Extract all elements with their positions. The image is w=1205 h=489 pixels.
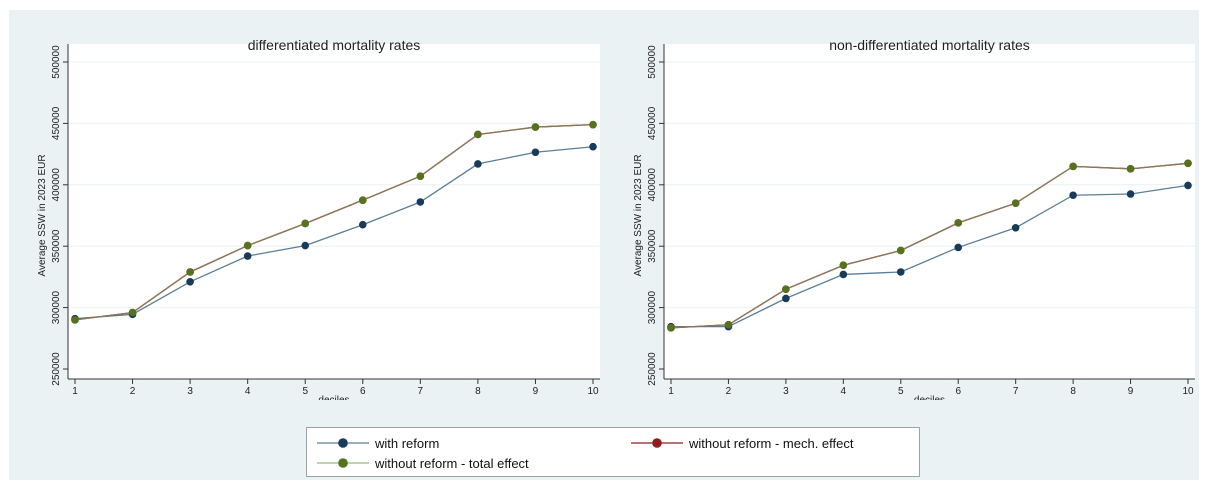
data-point-total xyxy=(128,308,137,317)
data-point-total xyxy=(531,123,540,131)
x-tick-label: 2 xyxy=(726,386,732,397)
data-point-total xyxy=(724,320,733,329)
x-tick-label: 10 xyxy=(587,386,599,397)
figure-background: 250000 300000 350000 400000 450000 500000 1 2 3 4… xyxy=(9,10,1199,480)
legend-label-total-effect: without reform - total effect xyxy=(375,455,529,471)
legend-label-with-reform: with reform xyxy=(375,435,440,451)
y-axis-label: Average SSW in 2023 EUR xyxy=(633,154,644,276)
series-line-reform xyxy=(671,184,1189,328)
data-point-total xyxy=(954,219,963,227)
data-point-reform xyxy=(839,270,848,279)
data-point-reform xyxy=(954,243,963,252)
y-tick-label: 250000 xyxy=(51,352,62,386)
data-point-reform xyxy=(1069,191,1077,200)
x-tick-label: 9 xyxy=(1128,386,1134,397)
data-point-total xyxy=(667,324,675,332)
series-line-reform xyxy=(74,146,594,320)
data-point-total xyxy=(782,285,790,293)
data-point-total xyxy=(301,219,310,228)
x-tick-label: 1 xyxy=(72,386,78,397)
x-tick-label: 5 xyxy=(898,386,904,397)
data-point-total xyxy=(243,241,252,250)
data-point-reform xyxy=(358,220,367,229)
x-tick-label: 6 xyxy=(955,386,961,397)
chart-title: differentiated mortality rates xyxy=(248,37,421,53)
series-line-total xyxy=(670,162,1189,329)
data-point-reform xyxy=(1126,190,1135,198)
data-point-reform xyxy=(1184,181,1192,190)
x-tick-label: 4 xyxy=(245,386,251,397)
y-tick-label: 450000 xyxy=(647,106,658,140)
y-tick-label: 500000 xyxy=(51,45,62,79)
chart-non-differentiated-mortality: 250000 300000 350000 400000 450000 500000 1 2 3 4… xyxy=(633,37,1195,400)
y-tick-label: 450000 xyxy=(51,106,62,140)
x-tick-label: 6 xyxy=(360,386,366,397)
data-point-reform xyxy=(301,241,310,250)
legend-swatch-mech-effect xyxy=(631,438,683,448)
data-point-total xyxy=(839,261,848,270)
x-tick-label: 1 xyxy=(668,386,674,397)
legend-label-mech-effect: without reform - mech. effect xyxy=(689,435,854,451)
x-axis-label: deciles xyxy=(914,395,945,400)
data-point-total xyxy=(1184,159,1192,168)
data-point-total xyxy=(589,120,597,129)
x-tick-label: 5 xyxy=(302,386,308,397)
data-point-reform xyxy=(416,198,425,206)
legend-item-total-effect: without reform - total effect xyxy=(317,453,529,473)
y-tick-label: 250000 xyxy=(647,352,658,386)
y-tick-label: 350000 xyxy=(51,229,62,263)
data-point-total xyxy=(1126,165,1135,173)
data-point-total xyxy=(474,130,482,139)
y-axis-label: Average SSW in 2023 EUR xyxy=(37,154,48,276)
y-tick-label: 300000 xyxy=(51,290,62,324)
data-point-total xyxy=(1069,162,1077,171)
x-tick-label: 2 xyxy=(130,386,136,397)
chart-title: non-differentiated mortality rates xyxy=(829,37,1030,53)
legend-swatch-total-effect xyxy=(317,458,369,468)
x-tick-label: 3 xyxy=(187,386,193,397)
x-axis-label: deciles xyxy=(318,395,349,400)
data-point-reform xyxy=(531,148,540,157)
y-tick-label: 500000 xyxy=(647,45,658,79)
y-tick-label: 350000 xyxy=(647,229,658,263)
x-tick-label: 9 xyxy=(533,386,539,397)
legend-swatch-with-reform xyxy=(317,438,369,448)
x-tick-label: 7 xyxy=(1013,386,1019,397)
x-tick-label: 7 xyxy=(418,386,424,397)
chart-differentiated-mortality: 250000 300000 350000 400000 450000 500000 1 2 3 4… xyxy=(37,37,600,400)
legend-item-with-reform: with reform xyxy=(317,433,439,453)
data-point-reform xyxy=(782,294,790,303)
x-tick-label: 10 xyxy=(1182,386,1194,397)
data-point-reform xyxy=(474,160,482,168)
x-tick-label: 8 xyxy=(475,386,481,397)
data-point-reform xyxy=(243,252,252,260)
x-tick-label: 4 xyxy=(841,386,847,397)
data-point-total xyxy=(71,316,79,324)
data-point-total xyxy=(416,172,425,181)
plot-area xyxy=(664,44,1195,379)
data-point-total xyxy=(1011,199,1020,208)
data-point-total xyxy=(358,196,367,204)
legend-item-mech-effect: without reform - mech. effect xyxy=(631,433,854,453)
data-point-total xyxy=(896,246,905,255)
x-tick-label: 8 xyxy=(1070,386,1076,397)
legend: with reform without reform - mech. effec… xyxy=(306,427,920,477)
y-tick-label: 400000 xyxy=(647,168,658,202)
data-point-reform xyxy=(186,278,194,286)
data-point-reform xyxy=(589,142,597,151)
data-point-reform xyxy=(1011,223,1020,232)
y-tick-label: 300000 xyxy=(647,290,658,324)
data-point-reform xyxy=(896,268,905,276)
series-line-total xyxy=(74,123,594,321)
x-tick-label: 3 xyxy=(783,386,789,397)
y-tick-label: 400000 xyxy=(51,168,62,202)
data-point-total xyxy=(186,268,194,276)
